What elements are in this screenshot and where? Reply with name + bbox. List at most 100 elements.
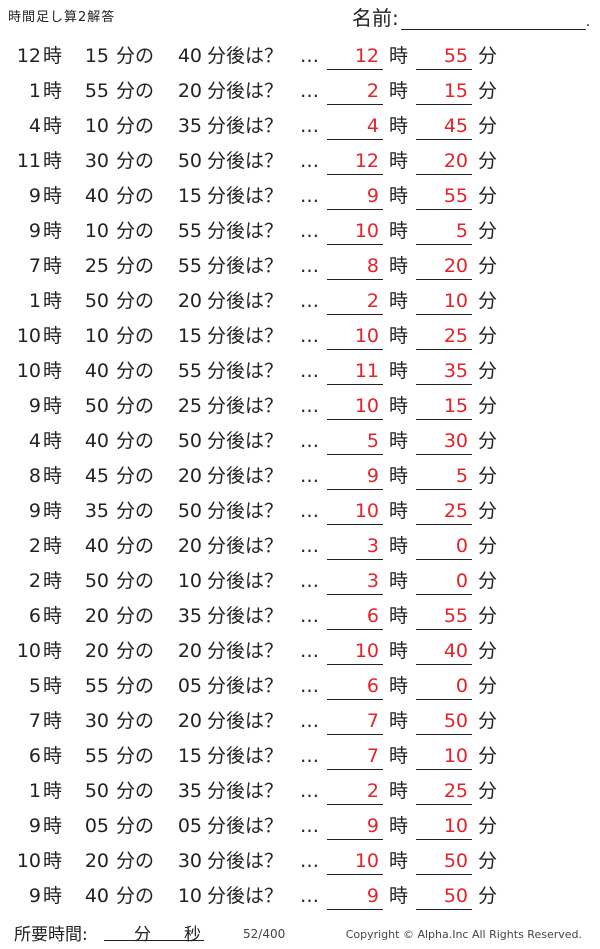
answer-minute[interactable]: 20	[416, 149, 472, 175]
name-field[interactable]	[400, 7, 586, 30]
problem-row: 10 時 10 分の 15 分後は？ 10 時 25 分…	[0, 318, 600, 353]
answer-hour[interactable]: 4	[327, 114, 383, 140]
minute-of-label: 分の	[116, 815, 155, 837]
dots-separator: …	[300, 815, 319, 837]
answer-hour[interactable]: 8	[327, 254, 383, 280]
answer-hour[interactable]: 5	[327, 429, 383, 455]
answer-minute[interactable]: 25	[416, 779, 472, 805]
answer-hour[interactable]: 10	[327, 849, 383, 875]
added-minutes: 50	[177, 500, 202, 522]
answer-minute[interactable]: 10	[416, 744, 472, 770]
question-label: 分後は？	[207, 220, 284, 242]
time-required-field[interactable]	[104, 940, 204, 941]
answer-minute[interactable]: 10	[416, 814, 472, 840]
question-label: 分後は？	[207, 430, 284, 452]
start-hour: 5	[28, 675, 41, 697]
answer-minute[interactable]: 55	[416, 604, 472, 630]
answer-hour[interactable]: 6	[327, 674, 383, 700]
answer-minute[interactable]: 15	[416, 79, 472, 105]
answer-minute[interactable]: 0	[416, 534, 472, 560]
answer-hour[interactable]: 9	[327, 884, 383, 910]
answer-minute[interactable]: 55	[416, 44, 472, 70]
dots-separator: …	[300, 780, 319, 802]
answer-minute-label: 分	[478, 80, 498, 102]
answer-minute-label: 分	[478, 675, 498, 697]
start-hour: 2	[28, 570, 41, 592]
added-minutes: 05	[177, 815, 202, 837]
answer-hour[interactable]: 2	[327, 779, 383, 805]
answer-hour[interactable]: 10	[327, 499, 383, 525]
dots-separator: …	[300, 395, 319, 417]
start-hour: 9	[28, 220, 41, 242]
added-minutes: 15	[177, 185, 202, 207]
answer-minute[interactable]: 15	[416, 394, 472, 420]
answer-minute-label: 分	[478, 780, 498, 802]
answer-hour[interactable]: 10	[327, 219, 383, 245]
dots-separator: …	[300, 360, 319, 382]
answer-minute[interactable]: 5	[416, 219, 472, 245]
answer-hour[interactable]: 3	[327, 534, 383, 560]
answer-hour[interactable]: 9	[327, 184, 383, 210]
answer-minute[interactable]: 5	[416, 464, 472, 490]
hour-label: 時	[43, 780, 63, 802]
answer-hour-label: 時	[389, 360, 409, 382]
added-minutes: 55	[177, 255, 202, 277]
answer-hour[interactable]: 12	[327, 44, 383, 70]
start-minute: 40	[84, 360, 109, 382]
answer-minute[interactable]: 40	[416, 639, 472, 665]
minute-of-label: 分の	[116, 80, 155, 102]
start-hour: 1	[28, 80, 41, 102]
answer-minute[interactable]: 0	[416, 569, 472, 595]
answer-hour[interactable]: 10	[327, 394, 383, 420]
answer-minute[interactable]: 10	[416, 289, 472, 315]
minute-of-label: 分の	[116, 465, 155, 487]
problem-row: 4 時 40 分の 50 分後は？ 5 時 30 分…	[0, 423, 600, 458]
hour-label: 時	[43, 500, 63, 522]
start-minute: 20	[84, 640, 109, 662]
answer-hour[interactable]: 7	[327, 744, 383, 770]
answer-hour[interactable]: 12	[327, 149, 383, 175]
answer-minute[interactable]: 55	[416, 184, 472, 210]
answer-minute[interactable]: 25	[416, 499, 472, 525]
answer-hour[interactable]: 6	[327, 604, 383, 630]
answer-hour[interactable]: 11	[327, 359, 383, 385]
answer-hour[interactable]: 9	[327, 814, 383, 840]
answer-minute-label: 分	[478, 255, 498, 277]
added-minutes: 55	[177, 220, 202, 242]
minute-of-label: 分の	[116, 885, 155, 907]
answer-hour[interactable]: 9	[327, 464, 383, 490]
answer-hour[interactable]: 3	[327, 569, 383, 595]
problem-row: 1 時 50 分の 35 分後は？ 2 時 25 分…	[0, 773, 600, 808]
answer-minute[interactable]: 20	[416, 254, 472, 280]
answer-minute[interactable]: 30	[416, 429, 472, 455]
answer-hour[interactable]: 2	[327, 79, 383, 105]
start-hour: 7	[28, 710, 41, 732]
answer-minute[interactable]: 50	[416, 849, 472, 875]
answer-hour[interactable]: 10	[327, 324, 383, 350]
answer-minute[interactable]: 45	[416, 114, 472, 140]
answer-minute[interactable]: 50	[416, 709, 472, 735]
minute-of-label: 分の	[116, 115, 155, 137]
answer-hour-label: 時	[389, 850, 409, 872]
hour-label: 時	[43, 850, 63, 872]
added-minutes: 20	[177, 290, 202, 312]
problem-row: 12 時 15 分の 40 分後は？ 12 時 55 分…	[0, 38, 600, 73]
start-hour: 1	[28, 780, 41, 802]
question-label: 分後は？	[207, 815, 284, 837]
minute-of-label: 分の	[116, 150, 155, 172]
minutes-unit-label: 分	[134, 925, 151, 945]
answer-minute[interactable]: 25	[416, 324, 472, 350]
answer-minute[interactable]: 35	[416, 359, 472, 385]
hour-label: 時	[43, 570, 63, 592]
answer-minute[interactable]: 0	[416, 674, 472, 700]
answer-minute-label: 分	[478, 710, 498, 732]
hour-label: 時	[43, 255, 63, 277]
answer-hour[interactable]: 10	[327, 639, 383, 665]
dots-separator: …	[300, 605, 319, 627]
problem-row: 1 時 50 分の 20 分後は？ 2 時 10 分…	[0, 283, 600, 318]
answer-minute-label: 分	[478, 220, 498, 242]
answer-hour[interactable]: 2	[327, 289, 383, 315]
page-number: 52/400	[243, 927, 286, 941]
answer-minute[interactable]: 50	[416, 884, 472, 910]
answer-hour[interactable]: 7	[327, 709, 383, 735]
